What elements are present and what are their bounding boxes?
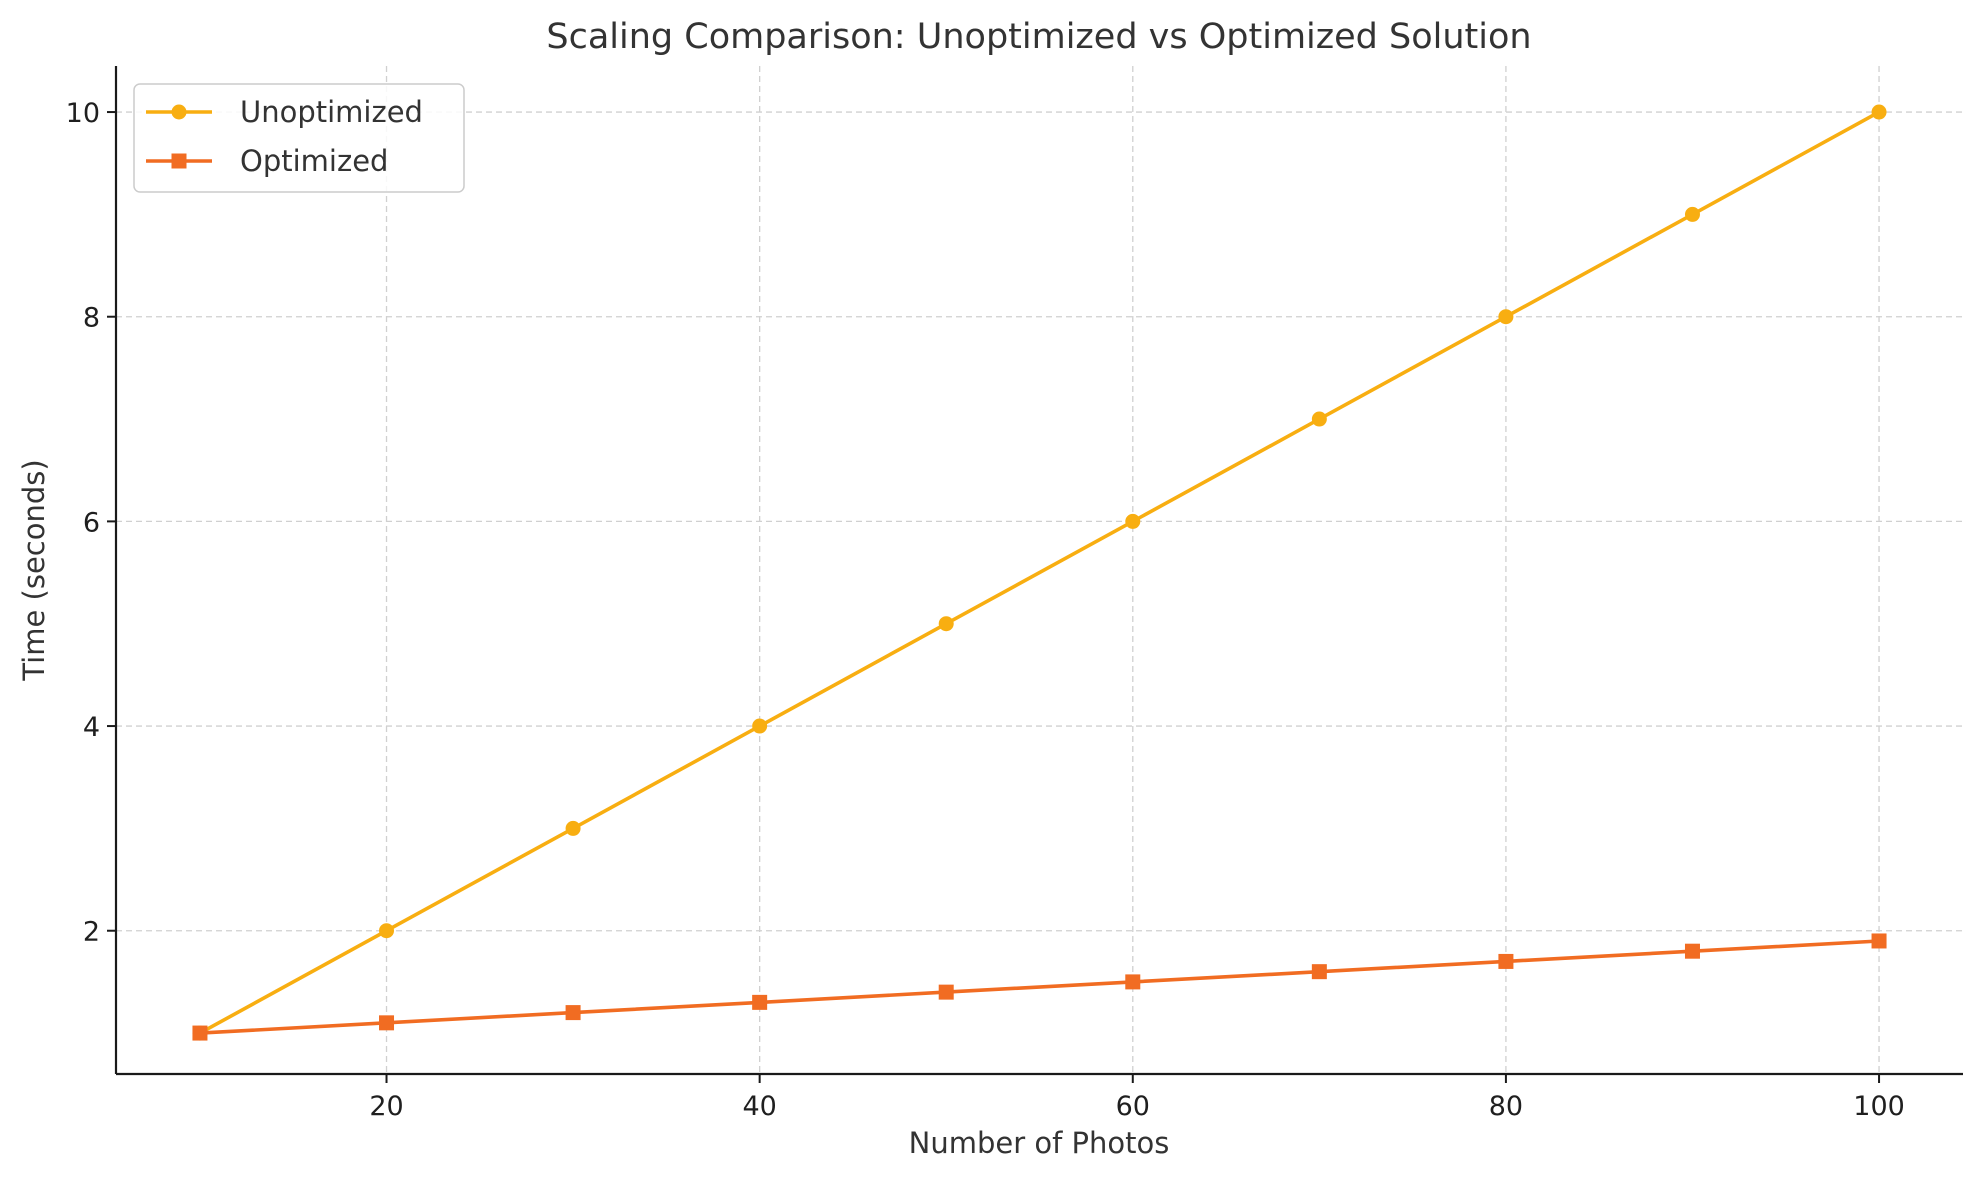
axes	[114, 66, 1963, 1076]
y-tick-label: 8	[83, 303, 100, 334]
series-line	[199, 110, 1880, 1035]
x-tick-label: 40	[742, 1091, 776, 1122]
data-point	[1125, 974, 1141, 990]
data-point	[1498, 953, 1514, 969]
series-unoptimized	[192, 104, 1887, 1041]
y-tick-label: 4	[83, 712, 100, 743]
data-point	[565, 820, 581, 836]
data-point	[1871, 104, 1887, 120]
data-point	[938, 616, 954, 632]
legend-marker	[171, 153, 187, 169]
data-point	[379, 1015, 395, 1031]
series-line	[199, 939, 1880, 1035]
grid	[116, 66, 1963, 1074]
data-point	[1498, 309, 1514, 325]
series	[192, 104, 1887, 1041]
legend: Unoptimized Optimized	[133, 83, 465, 193]
data-point	[565, 1005, 581, 1021]
data-point	[1311, 411, 1327, 427]
x-tick-label: 100	[1853, 1091, 1905, 1122]
series-optimized	[192, 933, 1887, 1041]
x-tick-label: 60	[1116, 1091, 1150, 1122]
data-point	[752, 718, 768, 734]
y-tick-label: 2	[83, 917, 100, 948]
data-point	[1871, 933, 1887, 949]
data-point	[1311, 964, 1327, 980]
y-axis-title: Time (seconds)	[17, 459, 51, 681]
legend-label: Unoptimized	[240, 95, 423, 129]
y-tick-label: 6	[83, 507, 100, 538]
data-point	[192, 1025, 208, 1041]
data-point	[1684, 206, 1700, 222]
y-axis-ticks: 2 4 6 8 10	[66, 98, 116, 948]
x-axis-ticks: 20 40 60 80 100	[369, 1074, 1905, 1122]
x-axis-title: Number of Photos	[909, 1126, 1170, 1160]
data-point	[752, 994, 768, 1010]
legend-item-unoptimized: Unoptimized	[146, 95, 423, 129]
legend-box	[133, 83, 465, 193]
legend-items: Unoptimized Optimized	[146, 95, 423, 178]
y-tick-label: 10	[66, 98, 100, 129]
legend-label: Optimized	[240, 144, 388, 178]
data-point	[379, 923, 395, 939]
data-point	[1684, 943, 1700, 959]
data-point	[1125, 513, 1141, 529]
legend-marker	[171, 104, 187, 120]
data-point	[938, 984, 954, 1000]
x-tick-label: 80	[1489, 1091, 1523, 1122]
legend-item-optimized: Optimized	[146, 144, 388, 178]
chart-title: Scaling Comparison: Unoptimized vs Optim…	[546, 17, 1531, 57]
x-tick-label: 20	[369, 1091, 403, 1122]
